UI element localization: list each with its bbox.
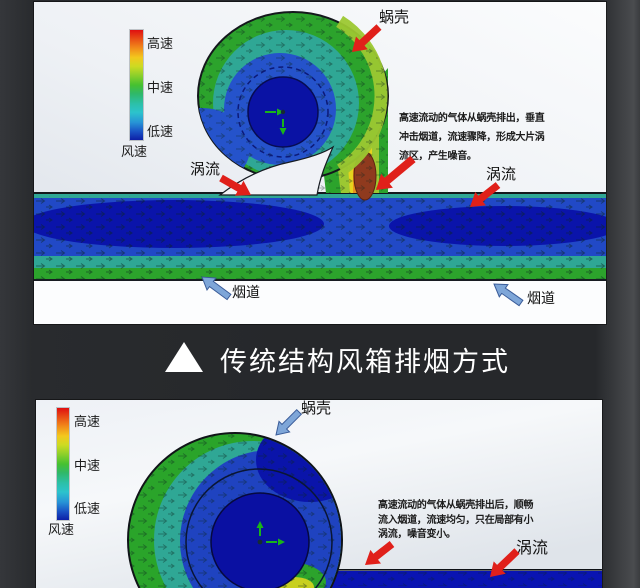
vortex-label-right: 涡流 bbox=[486, 167, 517, 183]
flue-label-right: 烟道 bbox=[527, 292, 555, 307]
legend-high-label: 高速 bbox=[147, 36, 174, 51]
annotation-improved: 高速流动的气体从蜗壳排出后，顺畅 流入烟道，流速均匀，只在局部有小 涡流，噪音变… bbox=[378, 499, 534, 543]
legend-mid-label: 中速 bbox=[147, 80, 174, 95]
lower-margin bbox=[34, 281, 606, 324]
annotation-traditional: 高速流动的气体从蜗壳排出，垂直 冲击烟道，流速骤降，形成大片涡 流区，产生噪音。 bbox=[399, 109, 545, 166]
volute-label: 蜗壳 bbox=[379, 10, 410, 26]
annotation-line: 流入烟道，流速均匀，只在局部有小 bbox=[378, 514, 534, 526]
legend-caption: 风速 bbox=[48, 522, 75, 537]
legend-high-label: 高速 bbox=[74, 414, 101, 429]
triangle-marker-icon bbox=[165, 342, 203, 372]
vortex-label-left: 涡流 bbox=[190, 162, 221, 178]
legend-caption: 风速 bbox=[121, 144, 148, 159]
velocity-vectors-texture bbox=[34, 196, 606, 280]
origin-triad-icon bbox=[265, 108, 287, 135]
flue-duct-shape bbox=[34, 192, 606, 281]
annotation-line: 高速流动的气体从蜗壳排出后，顺畅 bbox=[378, 500, 534, 511]
section-title: 传统结构风箱排烟方式 bbox=[220, 347, 510, 377]
section-caption: 传统结构风箱排烟方式 bbox=[0, 0, 640, 377]
origin-triad-icon bbox=[256, 521, 285, 546]
legend-mid-label: 中速 bbox=[74, 458, 101, 473]
annotation-line: 流区，产生噪音。 bbox=[399, 151, 477, 162]
cfd-simulation-improved bbox=[36, 400, 602, 588]
flue-label-left: 烟道 bbox=[232, 286, 260, 301]
legend-low-label: 低速 bbox=[74, 501, 101, 516]
cfd-panel-improved bbox=[36, 400, 602, 588]
annotation-line: 高速流动的气体从蜗壳排出，垂直 bbox=[399, 113, 545, 124]
volute-shape bbox=[127, 432, 343, 588]
vortex-label: 涡流 bbox=[516, 540, 549, 557]
annotation-line: 涡流，噪音变小。 bbox=[378, 529, 456, 540]
volute-label: 蜗壳 bbox=[301, 401, 332, 417]
legend-low-label: 低速 bbox=[147, 124, 174, 139]
speed-colorbar bbox=[130, 30, 143, 140]
annotation-line: 冲击烟道，流速骤降，形成大片涡 bbox=[399, 132, 545, 143]
speed-colorbar bbox=[57, 408, 69, 520]
